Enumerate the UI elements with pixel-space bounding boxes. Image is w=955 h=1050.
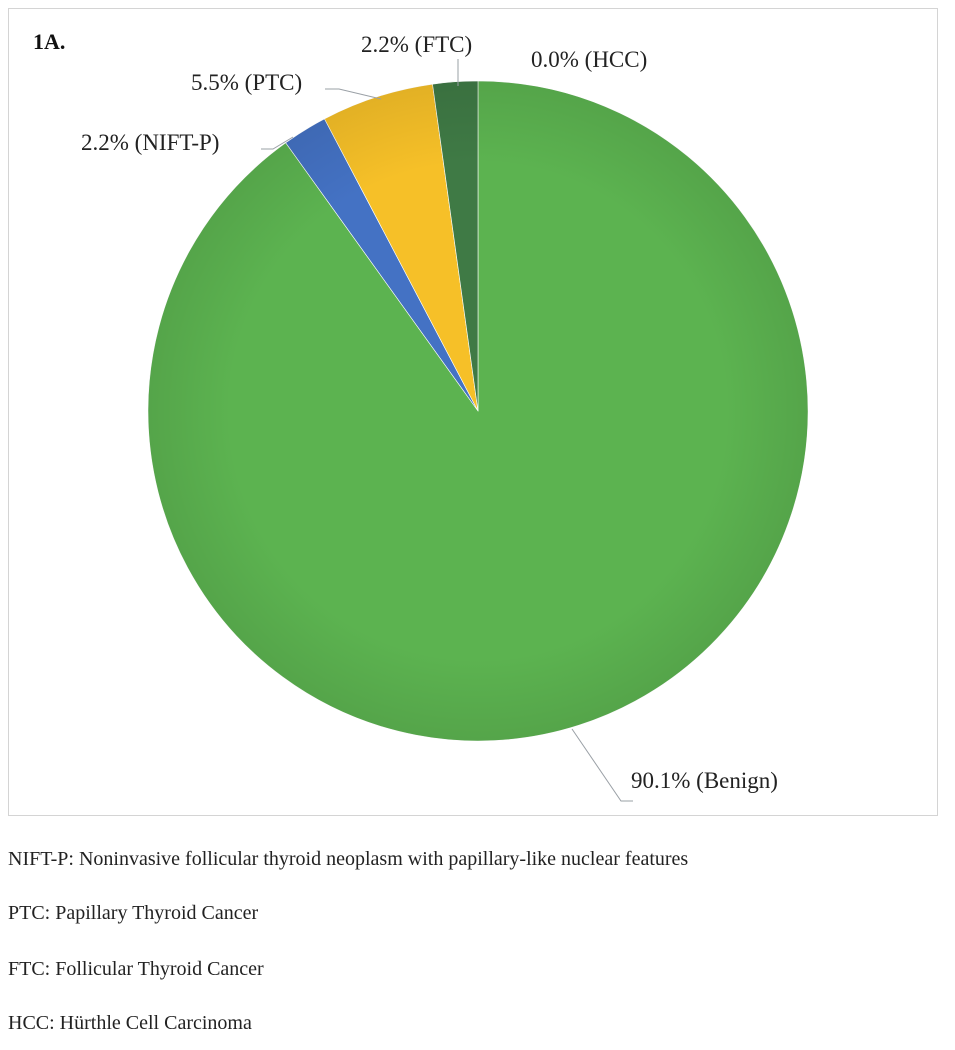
slice-label-benign: 90.1% (Benign) bbox=[631, 768, 778, 793]
leader-line-benign bbox=[571, 728, 633, 802]
note-nift-p: NIFT-P: Noninvasive follicular thyroid n… bbox=[8, 848, 689, 870]
slice-labels-layer: 0.0% (HCC) 90.1% (Benign) 2.2% (NIFT-P) 5.5… bbox=[81, 32, 778, 793]
panel-label: 1A. bbox=[33, 29, 66, 54]
slices-layer bbox=[147, 80, 809, 742]
slice-label-ftc: 2.2% (FTC) bbox=[361, 32, 472, 57]
note-hcc: HCC: Hürthle Cell Carcinoma bbox=[8, 1012, 252, 1034]
leader-lines-layer bbox=[261, 59, 633, 802]
leader-line-nift-p bbox=[261, 136, 294, 150]
chart-frame: 1A. 0.0% (HCC) 90.1% (Benign) 2.2% (NIFT-P… bbox=[8, 8, 938, 816]
note-ftc: FTC: Follicular Thyroid Cancer bbox=[8, 958, 264, 980]
slice-label-ptc: 5.5% (PTC) bbox=[191, 70, 302, 95]
slice-label-hcc: 0.0% (HCC) bbox=[531, 47, 647, 72]
note-ptc: PTC: Papillary Thyroid Cancer bbox=[8, 902, 259, 924]
slice-label-nift-p: 2.2% (NIFT-P) bbox=[81, 130, 219, 155]
pie-chart: 0.0% (HCC) 90.1% (Benign) 2.2% (NIFT-P) 5.5… bbox=[81, 32, 809, 802]
leader-line-ptc bbox=[325, 88, 382, 100]
